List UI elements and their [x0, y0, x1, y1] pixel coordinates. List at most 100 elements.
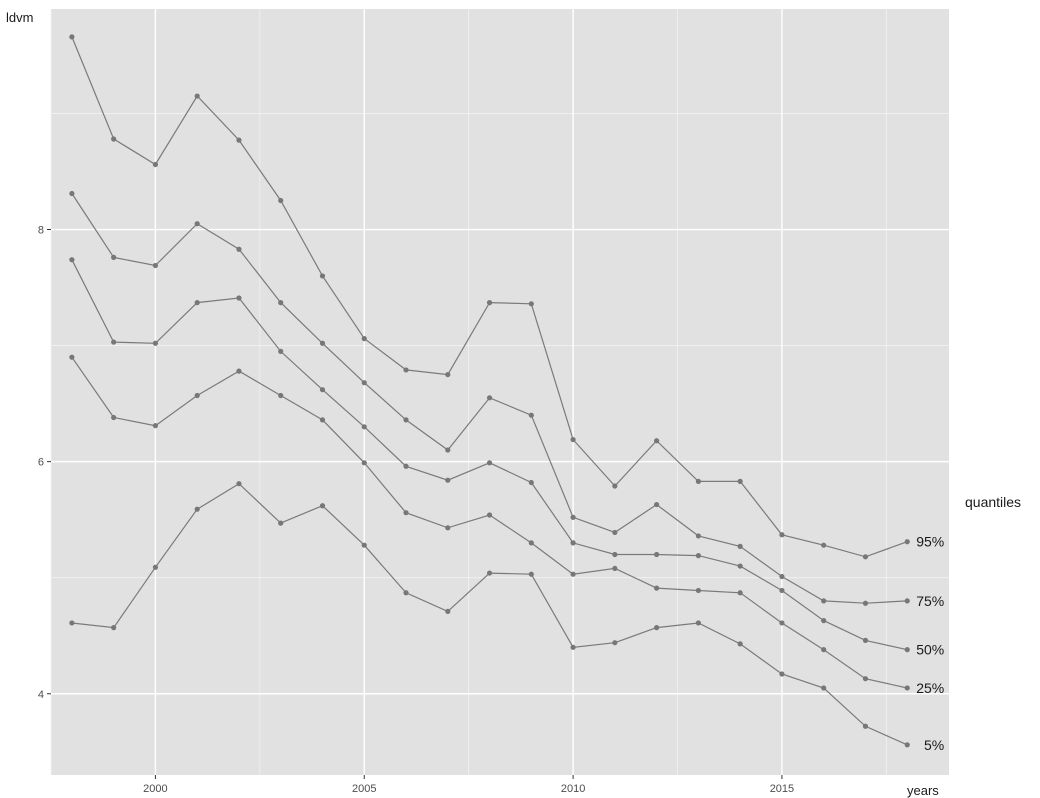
data-point	[319, 503, 326, 509]
data-point	[236, 295, 242, 301]
data-point	[612, 551, 618, 558]
data-point	[361, 424, 367, 430]
series-end-label: 95%	[916, 534, 944, 550]
data-point	[319, 417, 326, 423]
data-point	[737, 563, 743, 569]
grid-lines	[50, 9, 949, 775]
data-point	[361, 336, 367, 342]
data-point	[570, 540, 576, 546]
data-point	[779, 532, 785, 538]
series-end-labels: 95% 75% 50% 25% 5%	[916, 534, 944, 753]
data-point	[695, 478, 701, 484]
legend-title: quantiles	[965, 494, 1021, 510]
data-point	[737, 641, 743, 647]
data-point	[528, 540, 534, 546]
y-tick-label: 8	[38, 225, 44, 237]
data-point	[779, 573, 785, 580]
data-point	[904, 647, 910, 653]
data-point	[194, 300, 200, 306]
data-point	[236, 137, 242, 143]
data-point	[570, 644, 576, 650]
data-point	[445, 371, 451, 378]
series-end-label: 75%	[916, 593, 944, 609]
series-points	[69, 34, 910, 748]
data-point	[612, 565, 618, 572]
data-point	[69, 354, 75, 360]
data-point	[612, 640, 618, 646]
x-axis-title: years	[907, 783, 939, 798]
data-point	[654, 501, 660, 508]
data-point	[486, 395, 493, 401]
data-point	[445, 447, 451, 453]
data-point	[403, 590, 409, 596]
data-point	[737, 590, 743, 596]
data-point	[319, 340, 326, 346]
data-point	[152, 262, 159, 269]
data-point	[570, 571, 576, 577]
data-point	[111, 414, 117, 421]
data-point	[194, 392, 200, 399]
data-point	[486, 300, 493, 306]
data-point	[194, 93, 200, 99]
data-point	[528, 571, 534, 577]
x-tick-label: 2005	[352, 783, 376, 795]
y-tick-label: 6	[38, 457, 44, 469]
data-point	[821, 618, 827, 624]
data-point	[528, 301, 534, 307]
data-point	[904, 742, 910, 748]
data-point	[654, 438, 660, 444]
data-point	[69, 257, 75, 263]
series-end-label: 25%	[916, 680, 944, 696]
data-point	[361, 380, 367, 386]
data-point	[194, 506, 200, 512]
data-point	[152, 423, 159, 429]
data-point	[236, 368, 242, 374]
data-point	[236, 481, 242, 487]
data-point	[403, 510, 409, 516]
data-point	[69, 190, 75, 197]
y-axis-title: ldvm	[6, 10, 33, 25]
data-point	[862, 723, 869, 729]
data-point	[278, 392, 284, 399]
data-point	[69, 620, 75, 626]
data-point	[361, 542, 367, 548]
data-point	[111, 625, 117, 631]
data-point	[111, 136, 117, 142]
data-point	[403, 417, 409, 423]
data-point	[445, 477, 451, 483]
data-point	[528, 479, 534, 486]
data-point	[904, 685, 910, 691]
data-point	[695, 587, 701, 594]
data-point	[486, 460, 493, 466]
data-point	[319, 387, 326, 393]
data-point	[111, 254, 117, 260]
data-point	[194, 221, 200, 227]
plot-panel	[51, 9, 949, 775]
data-point	[612, 483, 618, 489]
data-point	[695, 533, 701, 539]
data-point	[152, 564, 159, 570]
data-point	[445, 525, 451, 531]
data-point	[69, 34, 75, 40]
data-point	[278, 300, 284, 306]
data-point	[278, 197, 284, 204]
data-point	[904, 598, 910, 604]
data-point	[821, 685, 827, 691]
data-point	[319, 273, 326, 279]
data-point	[152, 340, 159, 346]
data-point	[695, 620, 701, 626]
data-point	[111, 339, 117, 345]
series-end-label: 50%	[916, 642, 944, 658]
data-point	[779, 620, 785, 626]
data-point	[236, 246, 242, 252]
data-point	[361, 460, 367, 466]
data-point	[654, 625, 660, 631]
data-point	[445, 608, 451, 614]
data-point	[904, 539, 910, 545]
x-tick-label: 2015	[770, 783, 794, 795]
data-point	[779, 671, 785, 677]
data-point	[821, 647, 827, 653]
data-point	[654, 551, 660, 558]
x-tick-label: 2000	[143, 783, 167, 795]
